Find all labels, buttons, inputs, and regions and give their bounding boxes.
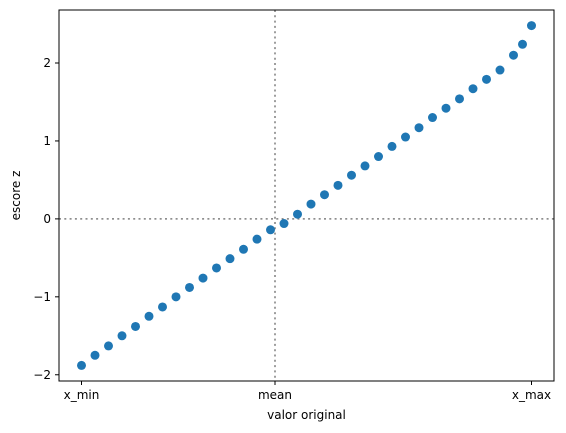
y-tick-label: 1 [43, 134, 51, 148]
data-point [374, 152, 383, 162]
x-tick-label: mean [258, 388, 292, 402]
data-point [527, 21, 536, 31]
data-point [239, 244, 248, 254]
data-point [495, 65, 505, 75]
x-tick-label: x_max [512, 388, 551, 402]
data-point [185, 282, 194, 292]
data-point [131, 321, 140, 331]
y-tick-label: −1 [33, 290, 51, 304]
data-point [77, 360, 86, 370]
data-point [482, 74, 491, 84]
data-point [117, 331, 127, 341]
data-point [104, 341, 113, 351]
scatter-points [77, 21, 536, 370]
data-point [90, 350, 100, 360]
data-point [414, 123, 424, 133]
data-point [441, 103, 451, 113]
data-point [428, 113, 437, 123]
x-axis-ticks: x_min mean x_max [64, 381, 551, 402]
data-point [171, 292, 181, 302]
x-tick-label: x_min [64, 388, 100, 402]
reference-lines [59, 10, 554, 381]
data-point [401, 132, 410, 142]
data-point [333, 180, 343, 190]
data-point [198, 273, 208, 283]
y-tick-label: 0 [43, 212, 51, 226]
y-axis-ticks: −2 −1 0 1 2 [33, 56, 59, 382]
data-point [144, 311, 154, 321]
data-point [509, 50, 518, 60]
x-axis-label: valor original [267, 408, 346, 422]
data-point [347, 170, 356, 180]
data-point [518, 39, 527, 49]
data-point [306, 199, 316, 209]
data-point [360, 161, 370, 171]
y-tick-label: −2 [33, 368, 51, 382]
data-point [468, 84, 478, 94]
data-point [212, 263, 221, 273]
y-tick-label: 2 [43, 56, 51, 70]
data-point [279, 219, 289, 229]
data-point [293, 209, 302, 219]
data-point [320, 190, 329, 200]
plot-frame [58, 9, 555, 382]
data-point [455, 94, 464, 104]
data-point [266, 225, 275, 235]
data-point [225, 254, 235, 264]
data-point [387, 141, 397, 151]
data-point [252, 234, 262, 244]
data-point [158, 302, 167, 312]
y-axis-label: escore z [9, 171, 23, 221]
